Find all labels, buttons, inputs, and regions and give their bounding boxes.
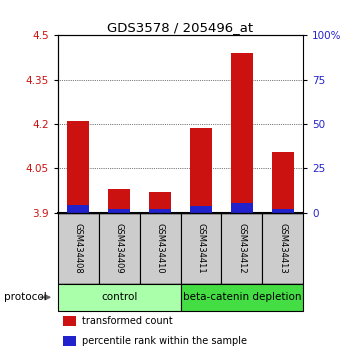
Bar	[149, 192, 171, 213]
Bar	[149, 209, 171, 213]
Bar	[180, 284, 303, 311]
Bar	[63, 336, 76, 346]
Text: GSM434411: GSM434411	[196, 223, 205, 273]
Title: GDS3578 / 205496_at: GDS3578 / 205496_at	[108, 21, 253, 34]
Text: GSM434408: GSM434408	[74, 223, 83, 273]
Bar	[99, 213, 140, 284]
Text: GSM434410: GSM434410	[156, 223, 165, 273]
Bar	[67, 121, 90, 213]
Text: beta-catenin depletion: beta-catenin depletion	[183, 292, 301, 302]
Text: GSM434412: GSM434412	[238, 223, 246, 273]
Text: control: control	[101, 292, 137, 302]
Bar	[271, 152, 294, 213]
Bar	[140, 213, 180, 284]
Bar	[58, 213, 99, 284]
Bar	[58, 284, 180, 311]
Bar	[231, 203, 253, 213]
Text: percentile rank within the sample: percentile rank within the sample	[82, 336, 247, 346]
Bar	[271, 209, 294, 213]
Bar	[190, 206, 212, 213]
Bar	[262, 213, 303, 284]
Bar	[231, 53, 253, 213]
Bar	[108, 189, 130, 213]
Bar	[108, 209, 130, 213]
Bar	[190, 129, 212, 213]
Text: GSM434413: GSM434413	[278, 223, 287, 273]
Bar	[67, 205, 90, 213]
Text: transformed count: transformed count	[82, 316, 173, 326]
Text: protocol: protocol	[4, 292, 46, 302]
Bar	[63, 316, 76, 326]
Bar	[221, 213, 262, 284]
Bar	[180, 213, 221, 284]
Text: GSM434409: GSM434409	[115, 223, 123, 273]
